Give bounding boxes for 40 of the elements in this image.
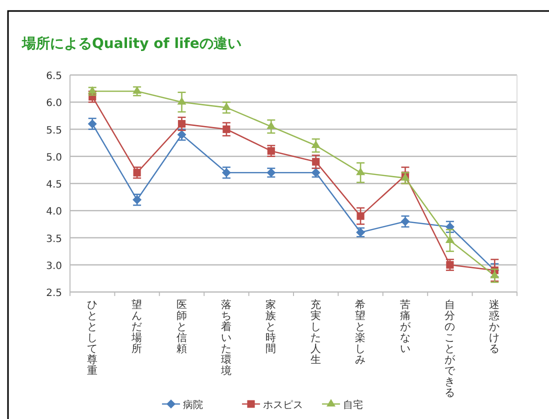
legend-label: ホスピス <box>263 400 303 411</box>
x-tick-label: 希望と楽しみ <box>355 298 366 366</box>
point <box>356 168 366 176</box>
x-tick-label: 迷惑かける <box>488 298 500 355</box>
y-tick-label: 4.0 <box>46 206 62 218</box>
y-tick-label: 5.0 <box>46 152 62 164</box>
point <box>490 270 500 278</box>
point <box>446 261 454 269</box>
point <box>445 235 454 243</box>
point <box>266 122 276 130</box>
x-tick-label: ひととして尊重 <box>86 299 98 377</box>
x-tick-label: 落ち着いた環境 <box>220 298 232 377</box>
point <box>267 147 275 155</box>
point <box>133 168 141 176</box>
point <box>311 140 320 148</box>
y-tick-label: 3.5 <box>46 234 62 245</box>
y-tick-label: 2.5 <box>46 288 62 299</box>
chart-title: 場所によるQuality of lifeの違い <box>21 36 242 52</box>
point <box>177 97 186 105</box>
point <box>312 158 320 166</box>
point <box>222 125 230 134</box>
x-tick-label: 医師と信頼 <box>176 299 188 355</box>
y-tick-label: 5.5 <box>46 125 62 136</box>
point <box>132 86 142 94</box>
point <box>88 86 97 94</box>
category-label: 自分のことができる <box>444 299 456 399</box>
y-tick-label: 6.5 <box>46 71 62 82</box>
point <box>222 102 231 110</box>
x-tick-label: 苦痛がない <box>400 298 412 355</box>
y-tick-label: 4.5 <box>46 180 62 190</box>
legend-label: 自宅 <box>343 399 363 411</box>
point <box>400 216 410 226</box>
legend-label: 病院 <box>183 399 203 411</box>
y-tick-label: 6.0 <box>46 98 62 110</box>
x-tick-label: 家族と時間 <box>266 298 277 355</box>
point <box>356 212 364 220</box>
y-tick-label: 3.0 <box>46 260 62 272</box>
point <box>178 120 186 128</box>
x-tick-label: 充実した人生 <box>310 298 322 366</box>
x-tick-label: 望んだ場所 <box>130 298 143 355</box>
